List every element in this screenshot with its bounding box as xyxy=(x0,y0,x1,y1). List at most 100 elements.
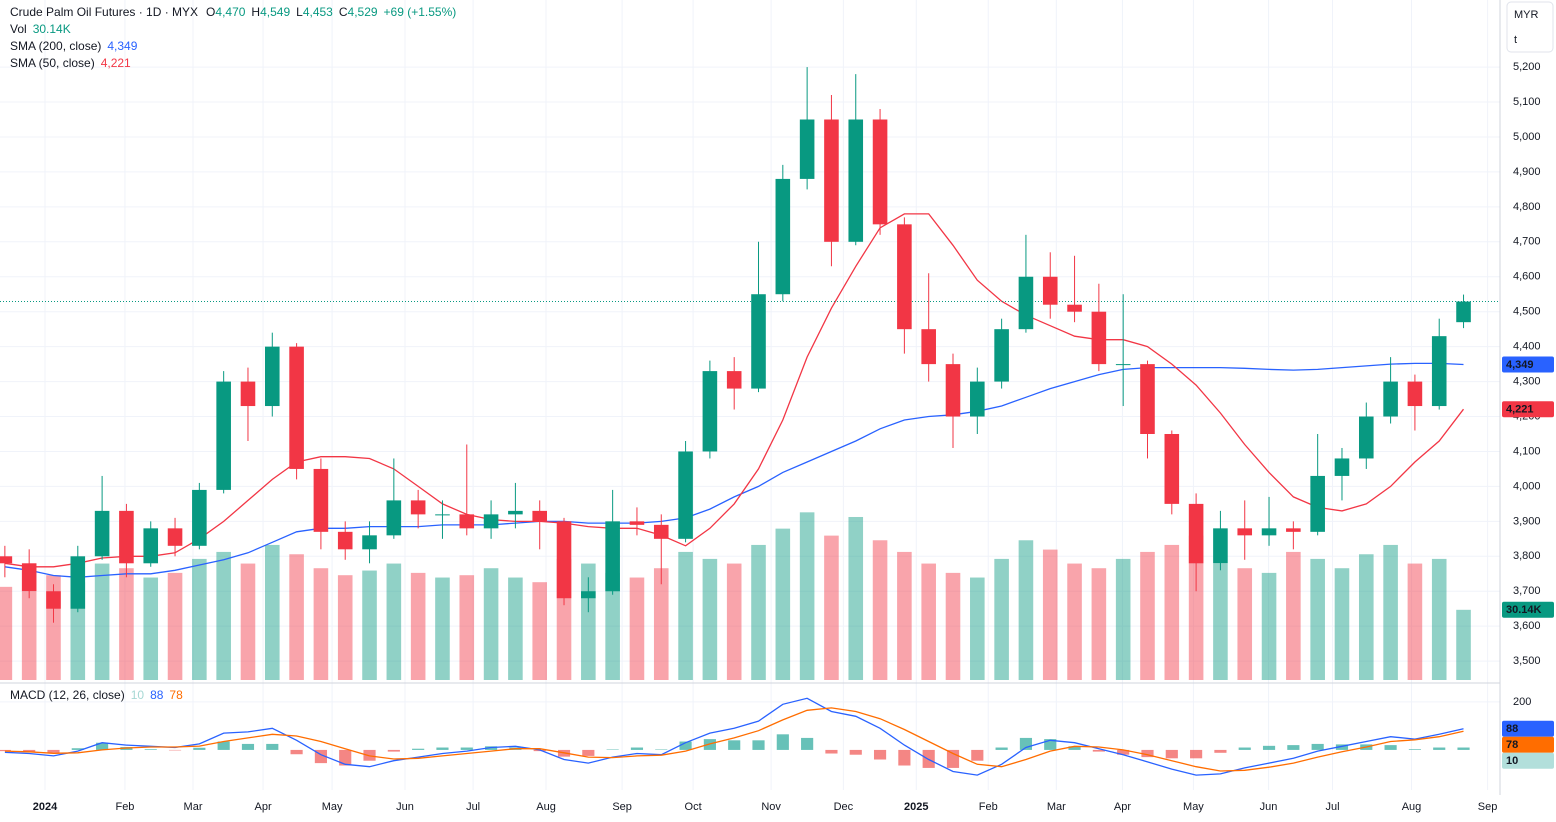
y-tick-label: 4,500 xyxy=(1513,306,1541,318)
x-tick-label: May xyxy=(322,801,343,813)
macd-histogram-bar xyxy=(1141,749,1154,758)
volume-bar xyxy=(483,568,499,680)
sma-tag-bg xyxy=(1502,356,1554,373)
volume-bar xyxy=(192,558,207,680)
x-tick-label: Sep xyxy=(612,801,632,813)
candle-body xyxy=(508,510,523,515)
volume-bar xyxy=(1042,549,1058,680)
volume-value: 30.14K xyxy=(33,22,71,36)
macd-histogram-bar xyxy=(630,747,644,750)
y-tick-label: 3,500 xyxy=(1513,655,1541,667)
volume-bar xyxy=(775,528,791,680)
volume-bar xyxy=(410,572,426,680)
candle-body xyxy=(1091,311,1107,365)
x-tick-label: Sep xyxy=(1478,801,1498,813)
ohlc-value: 4,549 xyxy=(260,5,290,19)
candle-body xyxy=(289,346,304,469)
candle-body xyxy=(0,556,13,564)
y-tick-label: 4,000 xyxy=(1513,480,1541,492)
volume-layer xyxy=(0,512,1471,680)
candle-body xyxy=(1140,364,1155,434)
candle-body xyxy=(216,381,231,490)
x-tick-label: Apr xyxy=(1114,801,1131,813)
axis-layer: 3,5003,6003,7003,8003,9004,0004,1004,200… xyxy=(33,61,1554,813)
volume-bar xyxy=(702,558,718,680)
candle-body xyxy=(1334,458,1350,476)
candle-body xyxy=(970,381,985,417)
ohlc-value: 4,529 xyxy=(348,5,378,19)
volume-bar xyxy=(386,563,402,680)
candle-body xyxy=(751,294,766,389)
candle-body xyxy=(1383,381,1398,417)
volume-bar xyxy=(921,563,936,680)
candle-body xyxy=(1286,528,1301,532)
x-tick-label: Mar xyxy=(184,801,203,813)
y-tick-label: 3,800 xyxy=(1513,550,1541,562)
volume-bar xyxy=(994,558,1009,680)
sma-line xyxy=(4,362,1464,578)
macd-histogram-bar xyxy=(193,747,206,750)
macd-histogram-bar xyxy=(387,749,400,752)
candle-body xyxy=(192,489,207,546)
volume-bar xyxy=(945,572,961,680)
candle-body xyxy=(678,451,693,539)
volume-bar xyxy=(678,551,693,680)
volume-bar xyxy=(799,512,815,680)
volume-bar xyxy=(435,577,450,680)
volume-bar xyxy=(726,563,742,680)
x-tick-label: 2025 xyxy=(904,801,928,813)
ohlc-value: 4,470 xyxy=(215,5,245,19)
candle-body xyxy=(581,591,596,599)
y-tick-label: 4,100 xyxy=(1513,445,1541,457)
macd-histogram-bar xyxy=(825,749,838,754)
volume-bar xyxy=(1431,558,1447,680)
x-tick-label: Jun xyxy=(396,801,414,813)
candle-body xyxy=(1261,528,1277,536)
x-tick-label: Jun xyxy=(1260,801,1278,813)
volume-bar xyxy=(216,551,231,680)
candle-body xyxy=(435,514,450,516)
y-tick-label: 3,700 xyxy=(1513,585,1541,597)
candle-body xyxy=(945,364,961,417)
y-tick-label: 5,200 xyxy=(1513,61,1541,73)
candle-body xyxy=(1042,276,1058,305)
legend-ohlc: Crude Palm Oil Futures · 1D · MYX O4,470 H… xyxy=(10,5,456,19)
change: +69 (+1.55%) xyxy=(384,5,457,19)
candle-body xyxy=(1310,475,1325,532)
x-tick-label: Mar xyxy=(1047,801,1066,813)
macd-histogram-bar xyxy=(266,743,279,750)
macd-tag: 10 xyxy=(1506,755,1518,767)
volume-bar xyxy=(1164,544,1180,680)
candle-body xyxy=(1188,503,1204,564)
macd-histogram-bar xyxy=(71,748,84,750)
volume-bar xyxy=(313,568,329,680)
sma-line xyxy=(4,213,1465,568)
sma-tag-bg xyxy=(1502,401,1554,418)
macd-histogram-bar xyxy=(849,749,862,755)
currency-box[interactable] xyxy=(1506,1,1554,53)
volume-bar xyxy=(1286,551,1301,680)
y-tick-label: 4,400 xyxy=(1513,341,1541,353)
macd-value: 88 xyxy=(150,688,164,702)
volume-bar xyxy=(508,577,523,680)
x-tick-label: Dec xyxy=(834,801,854,813)
volume-bar xyxy=(897,551,912,680)
candle-body xyxy=(1237,528,1253,536)
macd-histogram-bar xyxy=(1117,749,1130,755)
macd-histogram-bar xyxy=(1408,749,1421,750)
macd-histogram-bar xyxy=(436,747,449,750)
x-tick-label: Aug xyxy=(1402,801,1422,813)
volume-tag-bg xyxy=(1502,601,1554,618)
y-tick-label: 3,600 xyxy=(1513,620,1541,632)
macd-histogram-bar xyxy=(144,749,157,750)
macd-histogram-bar xyxy=(1384,745,1397,750)
candle-body xyxy=(1067,304,1082,312)
signal-value: 78 xyxy=(169,688,183,702)
macd-histogram-bar xyxy=(679,741,692,750)
x-tick-label: Feb xyxy=(115,801,134,813)
volume-bar xyxy=(824,535,839,680)
x-tick-label: Oct xyxy=(685,801,702,813)
volume-bar xyxy=(0,586,13,680)
candle-body xyxy=(362,535,377,550)
volume-name: Vol xyxy=(10,22,27,36)
